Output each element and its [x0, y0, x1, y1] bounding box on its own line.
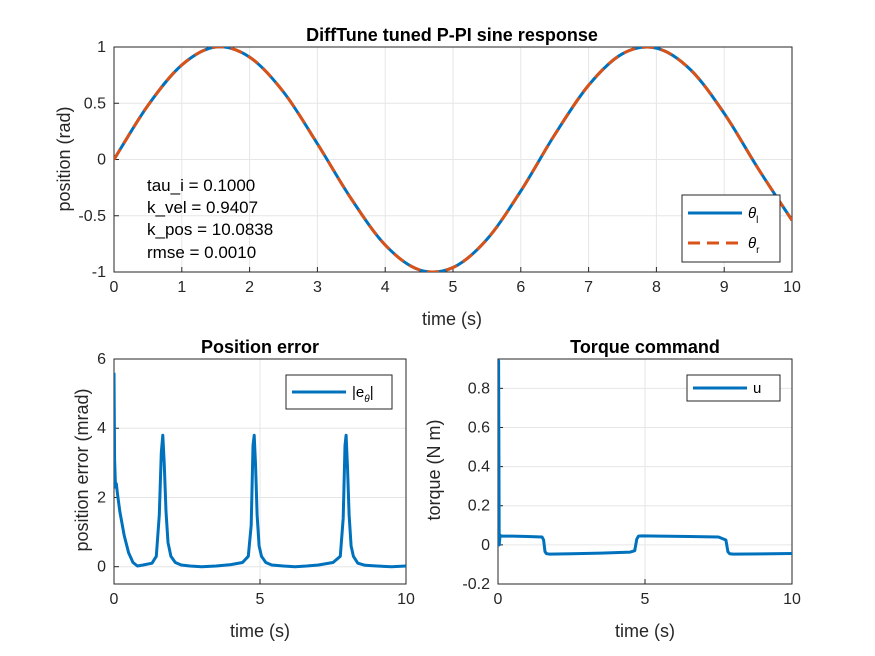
top-xtick-label: 2	[245, 279, 254, 296]
torque-ytick-label: 0.2	[468, 498, 490, 515]
error-plot: Position error time (s) position error (…	[72, 337, 319, 641]
top-plot: DiffTune tuned P-PI sine response time (…	[54, 25, 598, 329]
error-legend: |eθ|	[285, 374, 393, 410]
error-xtick-label: 10	[397, 591, 415, 608]
top-xtick-label: 1	[177, 279, 186, 296]
error-ytick-label: 4	[97, 420, 106, 437]
top-ytick-label: -0.5	[78, 208, 106, 225]
top-xtick-label: 7	[584, 279, 593, 296]
error-series-θ	[114, 372, 406, 569]
top-ytick-label: -1	[92, 264, 106, 281]
top-xtick-label: 0	[110, 279, 119, 296]
torque-xtick-label: 5	[641, 591, 650, 608]
top-plot-xlabel: time (s)	[422, 309, 482, 329]
torque-legend: u	[686, 374, 781, 402]
torque-plot-title: Torque command	[570, 337, 720, 357]
top-xtick-label: 6	[516, 279, 525, 296]
error-plot-ylabel: position error (mrad)	[72, 388, 92, 551]
top-xtick-label: 8	[652, 279, 661, 296]
torque-plot-ylabel: torque (N m)	[424, 419, 444, 520]
torque-legend-label: u	[753, 380, 761, 397]
error-xtick-label: 0	[110, 591, 119, 608]
top-xtick-label: 3	[313, 279, 322, 296]
error-plot-title: Position error	[201, 337, 319, 357]
top-plot-title: DiffTune tuned P-PI sine response	[306, 25, 598, 45]
torque-plot: Torque command time (s) torque (N m)	[424, 337, 720, 641]
top-xtick-label: 9	[720, 279, 729, 296]
top-series-r	[114, 47, 792, 272]
top-legend: θl θr	[681, 194, 781, 263]
torque-ytick-label: 0.6	[468, 419, 490, 436]
top-plot-ylabel: position (rad)	[54, 106, 74, 211]
error-plot-xlabel: time (s)	[230, 621, 290, 641]
annotation-k-vel: k_vel = 0.9407	[147, 198, 258, 217]
top-legend-label: θl	[748, 205, 758, 226]
top-legend-label: θr	[748, 235, 760, 256]
error-xtick-label: 5	[256, 591, 265, 608]
error-axes: 0 5 10 0 2 4 6 |eθ|	[97, 351, 415, 608]
torque-ytick-label: -0.2	[462, 576, 490, 593]
error-ytick-label: 2	[97, 489, 106, 506]
torque-plot-xlabel: time (s)	[615, 621, 675, 641]
torque-series-u	[498, 359, 792, 556]
torque-ytick-label: 0	[481, 537, 490, 554]
top-ytick-label: 1	[97, 39, 106, 56]
top-xtick-label: 10	[783, 279, 801, 296]
top-axes: 0 1 2 3 4 5 6 7 8 9 10 -1 -0.5 0 0.5 1 θl θr	[78, 39, 801, 296]
annotation-rmse: rmse = 0.0010	[147, 243, 256, 262]
top-ytick-label: 0	[97, 152, 106, 169]
annotation-k-pos: k_pos = 10.0838	[147, 220, 273, 239]
torque-xtick-label: 0	[494, 591, 503, 608]
error-ytick-label: 6	[97, 351, 106, 368]
torque-ytick-label: 0.8	[468, 380, 490, 397]
error-legend-label: |eθ|	[352, 384, 374, 405]
top-xtick-label: 4	[381, 279, 390, 296]
top-xtick-label: 5	[449, 279, 458, 296]
error-ytick-label: 0	[97, 559, 106, 576]
annotation-tau-i: tau_i = 0.1000	[147, 176, 255, 195]
tuning-annotation: tau_i = 0.1000 k_vel = 0.9407 k_pos = 10…	[147, 176, 273, 262]
torque-axes: 0 5 10-0.200.20.40.60.8 u	[462, 358, 801, 608]
top-legend-box	[681, 194, 781, 263]
top-ytick-label: 0.5	[84, 95, 106, 112]
torque-ytick-label: 0.4	[468, 459, 490, 476]
torque-xtick-label: 10	[783, 591, 801, 608]
